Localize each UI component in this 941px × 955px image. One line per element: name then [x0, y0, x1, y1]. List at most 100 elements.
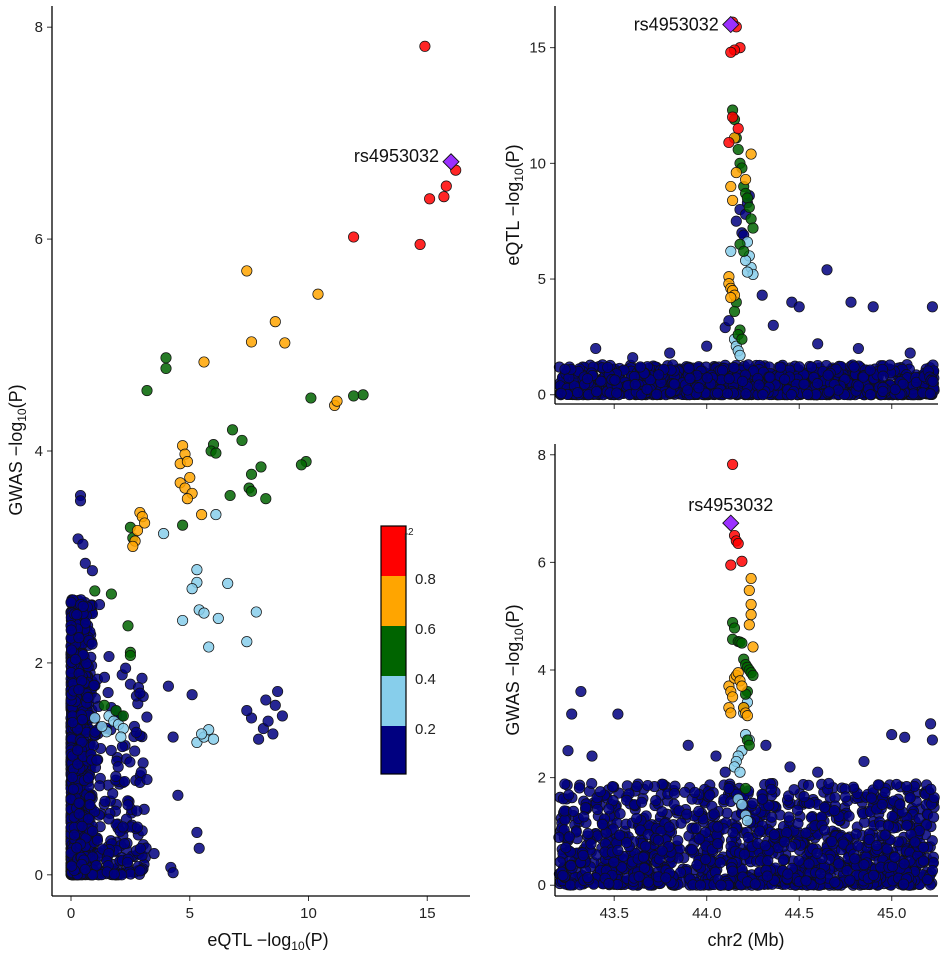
green-ld-point	[160, 352, 172, 364]
legend-tick-0.6: 0.6	[415, 621, 436, 638]
background-variant-point	[629, 379, 641, 391]
background-variant-point	[882, 820, 894, 832]
background-variant-point	[723, 315, 735, 327]
background-variant-point	[656, 806, 668, 818]
background-variant-point	[640, 840, 652, 852]
background-variant-point	[909, 836, 921, 848]
background-variant-point	[886, 729, 898, 741]
background-variant-point	[642, 876, 654, 888]
background-variant-point	[102, 687, 114, 699]
background-variant-point	[704, 789, 716, 801]
background-variant-point	[253, 733, 265, 745]
background-variant-point	[753, 379, 765, 391]
background-variant-point	[761, 870, 773, 882]
x-tick-label: 0	[67, 905, 75, 922]
green-ld-point	[738, 245, 750, 257]
background-variant-point	[603, 803, 615, 815]
background-variant-point	[865, 792, 877, 804]
background-variant-point	[107, 788, 119, 800]
background-variant-point	[710, 750, 722, 762]
background-variant-point	[800, 875, 812, 887]
lightblue-ld-point	[741, 815, 753, 827]
background-variant-point	[73, 684, 85, 696]
background-variant-point	[77, 600, 89, 612]
scatter-lead-label: rs4953032	[354, 146, 439, 166]
background-variant-point	[714, 857, 726, 869]
orange-ld-point	[727, 194, 739, 206]
orange-ld-point	[331, 395, 343, 407]
background-variant-point	[73, 808, 85, 820]
background-variant-point	[122, 799, 134, 811]
background-variant-point	[760, 739, 772, 751]
background-variant-point	[924, 388, 936, 400]
background-variant-point	[72, 758, 84, 770]
background-variant-point	[120, 662, 132, 674]
background-variant-point	[901, 819, 913, 832]
background-variant-point	[565, 860, 577, 872]
background-variant-point	[829, 876, 841, 888]
background-variant-point	[79, 863, 91, 876]
green-ld-point	[728, 622, 741, 634]
background-variant-point	[614, 829, 626, 841]
background-variant-point	[826, 835, 838, 847]
background-variant-point	[926, 301, 938, 313]
background-variant-point	[881, 843, 893, 855]
background-variant-point	[844, 874, 856, 886]
background-variant-point	[602, 361, 614, 373]
scatter-panel: 0 2 4 6 8 0 5 10 15 rs4953032 eQTL −log10(P) GW…	[6, 6, 470, 953]
background-variant-point	[675, 817, 687, 829]
background-variant-point	[819, 824, 831, 836]
background-variant-point	[712, 838, 724, 850]
background-variant-point	[86, 565, 98, 577]
green-ld-point	[260, 493, 272, 505]
green-ld-point	[98, 699, 110, 711]
background-variant-point	[737, 375, 749, 387]
red-ld-point	[732, 123, 744, 135]
background-variant-point	[637, 851, 650, 863]
background-variant-point	[668, 378, 680, 390]
background-variant-point	[823, 777, 835, 789]
background-variant-point	[608, 856, 620, 868]
background-variant-point	[141, 773, 153, 786]
scatter-x-axis-title: eQTL −log10(P)	[207, 930, 328, 953]
background-variant-point	[779, 373, 791, 385]
background-variant-point	[708, 808, 720, 820]
scatter-y-axis-title: GWAS −log10(P)	[6, 384, 29, 515]
green-ld-point	[736, 333, 748, 345]
green-ld-point	[124, 649, 136, 662]
background-variant-point	[611, 387, 623, 399]
background-variant-point	[690, 822, 702, 834]
x-tick-label: 15	[419, 905, 436, 922]
orange-ld-point	[245, 336, 258, 348]
orange-ld-point	[725, 707, 737, 719]
background-variant-point	[777, 854, 789, 866]
background-variant-point	[715, 879, 727, 891]
background-variant-point	[563, 831, 575, 843]
background-variant-point	[84, 799, 96, 811]
background-variant-point	[811, 378, 824, 390]
background-variant-point	[738, 848, 750, 860]
background-variant-point	[833, 858, 845, 870]
orange-ld-point	[745, 148, 757, 160]
background-variant-point	[792, 817, 804, 830]
red-ld-point	[438, 191, 450, 203]
background-variant-point	[683, 362, 695, 374]
red-ld-point	[419, 40, 431, 52]
background-variant-point	[76, 820, 88, 832]
background-variant-point	[581, 373, 594, 385]
background-variant-point	[819, 801, 831, 813]
green-ld-point	[743, 739, 755, 751]
background-variant-point	[926, 734, 938, 746]
legend-swatch-green	[381, 626, 406, 676]
background-variant-point	[716, 364, 729, 376]
background-variant-point	[723, 373, 735, 385]
green-ld-point	[245, 485, 258, 497]
background-variant-point	[612, 844, 624, 856]
background-variant-point	[719, 766, 731, 778]
background-variant-point	[136, 672, 148, 684]
background-variant-point	[898, 858, 910, 870]
lightblue-ld-point	[96, 720, 108, 733]
orange-ld-point	[730, 167, 742, 179]
y-tick-label: 8	[538, 447, 546, 464]
lightblue-ld-point	[207, 733, 220, 745]
